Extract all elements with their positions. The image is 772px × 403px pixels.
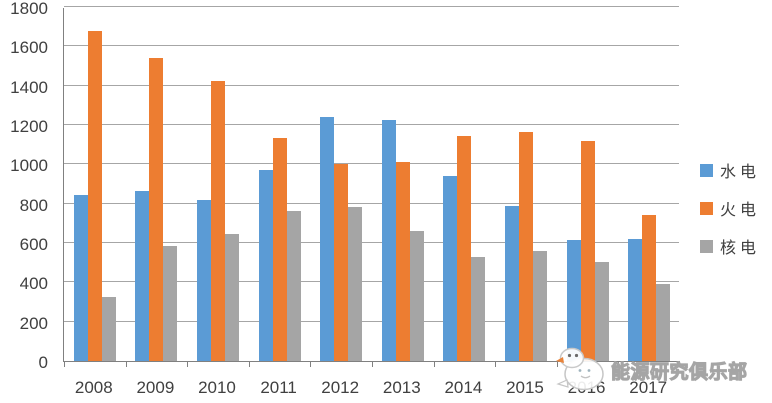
bar-group-2015 (495, 8, 557, 361)
y-axis-tick-label: 600 (19, 235, 48, 254)
bar-thermal-2011 (272, 137, 287, 361)
x-axis-label-2013: 2013 (382, 378, 421, 397)
bar-group-2016 (557, 8, 619, 361)
bar-hydro-2010 (196, 200, 211, 361)
gridline-800 (64, 202, 679, 204)
bar-thermal-2013 (395, 161, 410, 361)
gridline-1200 (64, 124, 679, 125)
bar-thermal-2012 (334, 164, 349, 361)
x-axis-tick (556, 361, 558, 367)
gridline-600 (64, 242, 679, 243)
watermark-text: 能源研究俱乐部 (611, 361, 748, 383)
x-axis-label-2015: 2015 (506, 378, 544, 397)
bar-group-2008 (64, 8, 126, 361)
x-axis-tick (64, 361, 65, 367)
bar-group-2017 (618, 8, 680, 361)
x-axis-label-2009: 2009 (136, 378, 175, 397)
legend-swatch-hydro (700, 163, 713, 177)
x-axis-label-2014: 2014 (444, 378, 483, 397)
bar-hydro-2009 (135, 191, 150, 361)
bar-nuclear-2014 (471, 256, 486, 361)
y-axis-tick-label: 400 (19, 274, 48, 294)
bar-nuclear-2008 (101, 297, 116, 361)
bar-nuclear-2017 (656, 284, 671, 361)
x-axis-tick (679, 361, 680, 367)
legend: 水电 火电 核电 (700, 163, 760, 277)
bar-thermal-2009 (149, 57, 164, 361)
bar-hydro-2015 (504, 205, 519, 361)
bar-group-2014 (434, 8, 496, 361)
x-axis-tick (125, 361, 127, 367)
y-axis-tick-label: 1800 (10, 0, 48, 18)
gridline-200 (64, 320, 679, 322)
legend-item-hydro: 水电 (700, 163, 760, 181)
bar-nuclear-2013 (409, 231, 424, 361)
gridline-1800 (64, 6, 679, 7)
bar-thermal-2016 (580, 140, 595, 361)
gridline-1600 (64, 45, 679, 47)
bar-group-2012 (310, 8, 372, 361)
bar-group-2013 (372, 8, 434, 361)
bar-group-2009 (126, 8, 188, 361)
legend-label: 核电 (720, 240, 761, 257)
bar-thermal-2017 (642, 215, 657, 361)
gridline-1000 (64, 163, 679, 165)
bar-nuclear-2016 (594, 261, 609, 361)
x-axis-tick (187, 361, 189, 367)
y-axis-tick-label: 1000 (10, 156, 48, 176)
bar-nuclear-2010 (224, 234, 239, 361)
x-axis-tick (618, 361, 620, 367)
x-axis-label-2008: 2008 (74, 378, 113, 397)
bar-nuclear-2012 (348, 206, 363, 361)
x-axis-label-2017: 2017 (629, 378, 668, 397)
bar-thermal-2008 (87, 30, 102, 361)
gridline-400 (64, 281, 679, 283)
bar-hydro-2008 (73, 194, 88, 361)
bar-thermal-2015 (518, 132, 533, 361)
plot-area (63, 6, 680, 367)
bar-hydro-2011 (258, 170, 273, 361)
gridline-1400 (64, 84, 679, 86)
bar-hydro-2016 (566, 240, 581, 361)
bar-group-2011 (249, 8, 311, 361)
bar-hydro-2017 (628, 239, 643, 361)
bar-nuclear-2011 (286, 211, 301, 361)
watermark: 能源研究俱乐部 (554, 347, 748, 393)
bar-thermal-2010 (210, 80, 225, 361)
y-axis-tick-label: 1600 (10, 38, 48, 58)
bar-thermal-2014 (457, 136, 472, 361)
x-axis-label-2011: 2011 (260, 378, 297, 397)
legend-label: 火电 (720, 202, 761, 219)
x-axis-tick (433, 361, 435, 367)
x-axis-tick (372, 361, 373, 367)
bar-hydro-2013 (381, 120, 396, 361)
y-axis-tick-label: 1400 (10, 77, 48, 97)
bar-nuclear-2015 (532, 250, 547, 361)
legend-item-nuclear: 核电 (700, 239, 760, 257)
bar-group-2010 (187, 8, 249, 361)
legend-swatch-thermal (700, 201, 713, 215)
bar-hydro-2012 (320, 117, 335, 361)
y-axis-tick-label: 0 (38, 353, 48, 372)
x-axis-label-2012: 2012 (321, 378, 360, 397)
bar-hydro-2014 (443, 175, 458, 361)
y-axis-tick-label: 800 (19, 195, 48, 215)
x-axis-tick (248, 361, 250, 367)
x-axis-tick (310, 361, 312, 367)
y-axis-tick-label: 1200 (10, 117, 48, 136)
legend-swatch-nuclear (700, 239, 713, 253)
legend-item-thermal: 火电 (700, 201, 760, 219)
y-axis-tick-label: 200 (19, 313, 48, 333)
chick-mascot-icon (556, 347, 604, 391)
x-axis-tick (495, 361, 497, 367)
legend-label: 水电 (720, 164, 761, 181)
bar-nuclear-2009 (163, 245, 178, 361)
x-axis-label-2010: 2010 (198, 378, 236, 397)
